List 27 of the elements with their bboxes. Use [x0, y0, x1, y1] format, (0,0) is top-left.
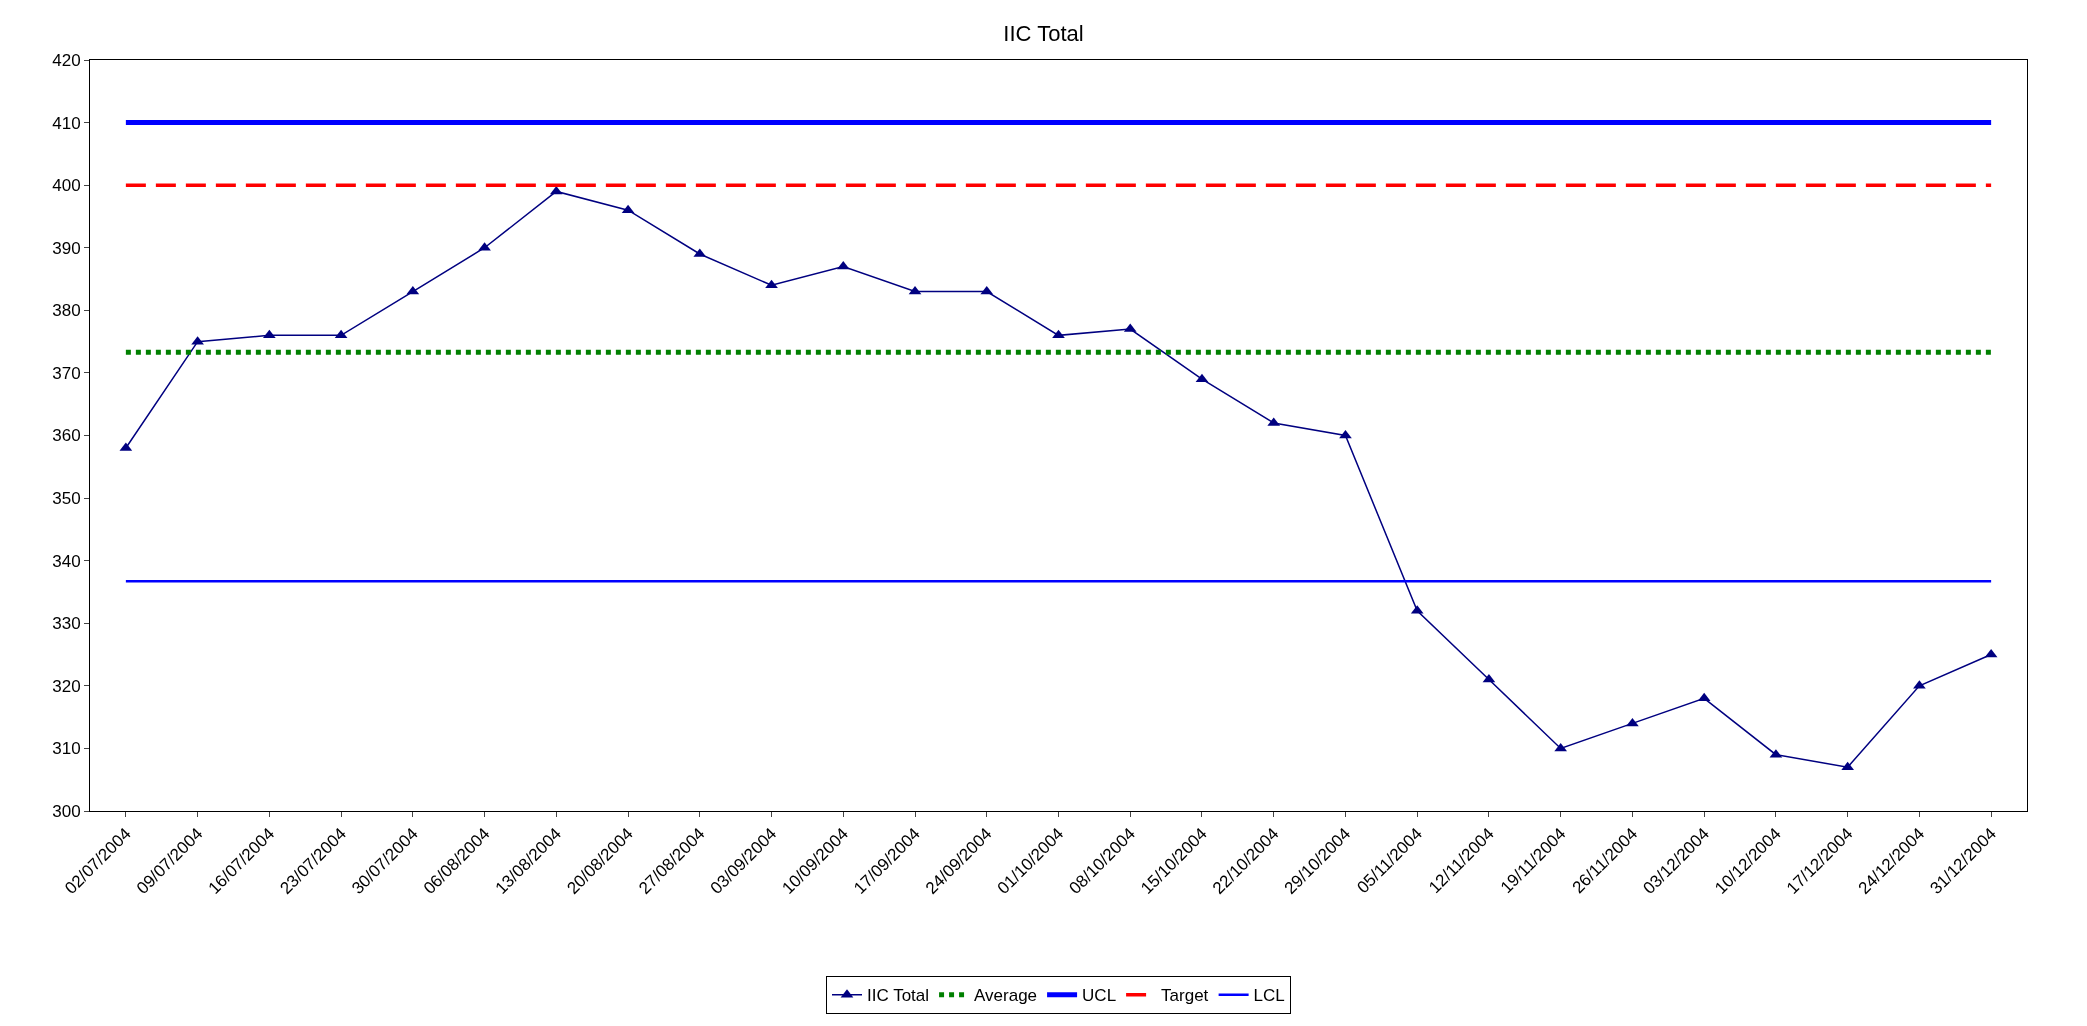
- y-tick-label: 380: [52, 301, 81, 321]
- y-tick-label: 360: [52, 426, 81, 446]
- point: [263, 329, 276, 339]
- chart-title: IIC Total: [1003, 21, 1084, 47]
- point: [1052, 329, 1065, 339]
- point: [765, 279, 778, 289]
- y-tick-label: 370: [52, 363, 81, 383]
- legend-label: UCL: [1082, 986, 1117, 1006]
- y-tick-label: 390: [52, 238, 81, 258]
- point: [1697, 692, 1711, 702]
- legend-label: IIC Total: [867, 986, 930, 1006]
- y-tick-label: 420: [52, 50, 81, 70]
- point: [1554, 742, 1568, 752]
- y-tick-label: 310: [52, 739, 81, 759]
- legend-label: LCL: [1253, 986, 1285, 1006]
- point: [1626, 717, 1639, 727]
- point: [334, 329, 348, 339]
- y-tick-label: 340: [52, 551, 81, 571]
- y-tick-label: 400: [52, 176, 81, 196]
- point: [549, 185, 563, 195]
- y-tick-label: 300: [52, 801, 81, 821]
- y-tick-label: 350: [52, 489, 81, 509]
- y-tick-label: 320: [52, 676, 81, 696]
- y-tick-label: 410: [52, 113, 81, 133]
- y-tick-label: 330: [52, 614, 81, 634]
- legend-label: Target: [1161, 986, 1209, 1006]
- legend-label: Average: [974, 986, 1038, 1006]
